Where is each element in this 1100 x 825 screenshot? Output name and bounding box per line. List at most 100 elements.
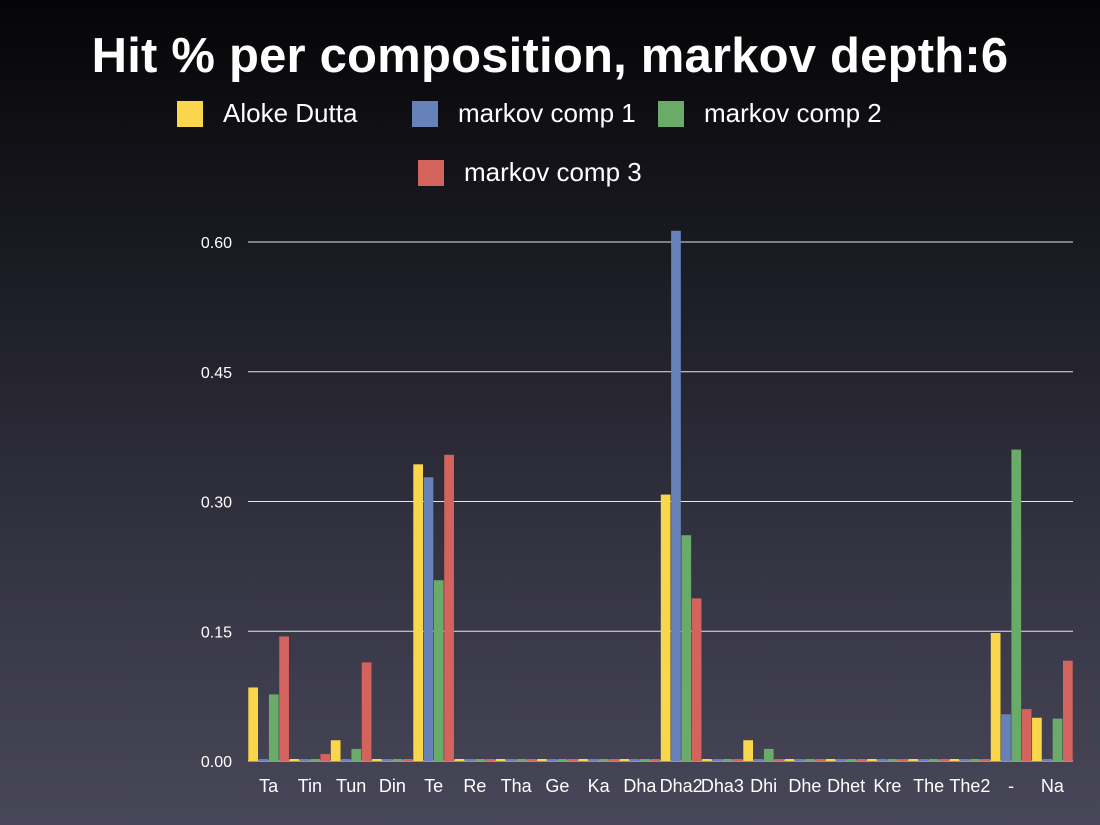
bar-markov-comp-2	[805, 759, 815, 761]
bar-markov-comp-2	[763, 748, 774, 761]
bar-markov-comp-2	[640, 759, 650, 761]
x-tick-label: Dhet	[827, 776, 865, 796]
bar-markov-comp-2	[598, 759, 609, 761]
x-tick-label: The	[913, 776, 944, 796]
legend-swatch-markov-comp-3	[418, 159, 444, 186]
x-tick-label: Dhi	[750, 776, 777, 796]
bar-markov-comp-3	[279, 636, 289, 761]
legend-swatch-aloke-dutta	[177, 100, 203, 127]
bar-markov-comp-3	[526, 759, 537, 761]
legend-swatch-markov-comp-1	[412, 100, 438, 127]
bar-aloke-dutta	[413, 464, 424, 761]
legend-item-markov-comp-3: markov comp 3	[418, 157, 642, 188]
bar-markov-comp-3	[320, 754, 331, 761]
bar-markov-comp-1	[959, 759, 970, 761]
legend-label-markov-comp-1: markov comp 1	[458, 98, 636, 128]
legend-label-aloke-dutta: Aloke Dutta	[223, 98, 358, 128]
bar-markov-comp-3	[1062, 660, 1073, 761]
bar-markov-comp-2	[433, 580, 444, 761]
bar-aloke-dutta	[289, 759, 300, 761]
bar-aloke-dutta	[784, 759, 795, 761]
bar-markov-comp-1	[794, 759, 805, 761]
x-tick-label: Dhe	[788, 776, 821, 796]
bar-markov-comp-2	[722, 759, 733, 761]
bar-markov-comp-1	[547, 759, 558, 761]
y-tick-label: 0.45	[201, 365, 232, 382]
bar-markov-comp-2	[310, 759, 320, 761]
bar-markov-comp-1	[1042, 759, 1053, 761]
bar-markov-comp-3	[939, 759, 949, 761]
x-tick-label: -	[1008, 776, 1014, 796]
bar-markov-comp-3	[1021, 709, 1032, 761]
bar-markov-comp-1	[629, 759, 640, 761]
bar-markov-comp-1	[1001, 714, 1011, 761]
bar-markov-comp-3	[444, 454, 454, 761]
bar-markov-comp-1	[382, 759, 393, 761]
bar-aloke-dutta	[495, 759, 506, 761]
bar-markov-comp-1	[671, 230, 681, 761]
bar-aloke-dutta	[330, 740, 341, 761]
legend-item-markov-comp-2: markov comp 2	[658, 98, 882, 129]
bar-markov-comp-2	[928, 759, 939, 761]
bar-aloke-dutta	[949, 759, 960, 761]
bar-markov-comp-1	[423, 477, 434, 761]
bar-markov-comp-3	[897, 759, 908, 761]
bar-markov-comp-2	[475, 759, 485, 761]
x-tick-label: Dha3	[701, 776, 744, 796]
bar-aloke-dutta	[372, 759, 382, 761]
bar-markov-comp-3	[609, 759, 619, 761]
bar-markov-comp-1	[588, 759, 599, 761]
x-tick-label: Na	[1041, 776, 1065, 796]
chart-title: Hit % per composition, markov depth:6	[91, 29, 1009, 83]
x-tick-label: The2	[949, 776, 990, 796]
bar-markov-comp-2	[970, 759, 980, 761]
bar-markov-comp-2	[268, 694, 279, 761]
x-tick-label: Re	[463, 776, 486, 796]
x-tick-label: Dha	[623, 776, 657, 796]
bar-aloke-dutta	[825, 759, 836, 761]
bar-markov-comp-3	[774, 759, 784, 761]
x-tick-label: Din	[379, 776, 406, 796]
x-tick-label: Ta	[259, 776, 279, 796]
x-tick-label: Te	[424, 776, 443, 796]
x-tick-label: Tun	[336, 776, 366, 796]
bar-markov-comp-1	[877, 759, 888, 761]
x-tick-label: Kre	[873, 776, 901, 796]
bar-markov-comp-3	[567, 759, 578, 761]
bar-markov-comp-2	[846, 759, 857, 761]
bar-markov-comp-2	[557, 759, 568, 761]
bar-aloke-dutta	[702, 759, 712, 761]
bar-aloke-dutta	[454, 759, 465, 761]
bar-markov-comp-3	[361, 662, 372, 761]
bar-aloke-dutta	[537, 759, 547, 761]
x-tick-label: Tin	[298, 776, 322, 796]
bar-markov-comp-1	[299, 759, 310, 761]
y-tick-label: 0.30	[201, 495, 232, 512]
bar-aloke-dutta	[990, 632, 1001, 761]
bar-aloke-dutta	[578, 759, 589, 761]
bar-markov-comp-1	[341, 759, 351, 761]
x-tick-label: Ge	[545, 776, 569, 796]
bar-markov-comp-1	[753, 759, 764, 761]
x-tick-label: Ka	[588, 776, 611, 796]
bar-markov-comp-3	[650, 759, 661, 761]
bar-markov-comp-1	[506, 759, 516, 761]
bar-markov-comp-2	[516, 759, 527, 761]
y-tick-label: 0.60	[201, 235, 232, 252]
bar-markov-comp-3	[402, 759, 413, 761]
bar-markov-comp-3	[856, 759, 867, 761]
bar-aloke-dutta	[867, 759, 877, 761]
bar-markov-comp-1	[836, 759, 846, 761]
bar-markov-comp-2	[1011, 449, 1022, 761]
legend-label-markov-comp-3: markov comp 3	[464, 157, 642, 187]
legend-item-markov-comp-1: markov comp 1	[412, 98, 636, 129]
x-tick-label: Tha	[501, 776, 533, 796]
legend-swatch-markov-comp-2	[658, 100, 684, 127]
bar-aloke-dutta	[660, 494, 671, 761]
bar-markov-comp-2	[681, 535, 692, 761]
bar-markov-comp-3	[815, 759, 826, 761]
legend-item-aloke-dutta: Aloke Dutta	[177, 98, 357, 129]
legend-label-markov-comp-2: markov comp 2	[704, 98, 882, 128]
x-tick-label: Dha2	[660, 776, 703, 796]
